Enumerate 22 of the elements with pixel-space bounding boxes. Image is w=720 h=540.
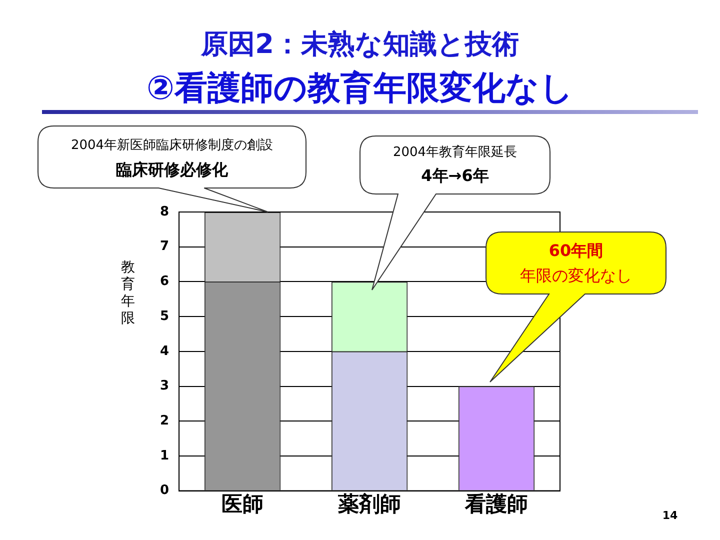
x-tick-label: 薬剤師 bbox=[337, 492, 402, 516]
annotation: 60年間 bbox=[548, 240, 604, 260]
text: 4年→6年 bbox=[421, 166, 489, 185]
y-tick-label: 7 bbox=[160, 239, 170, 254]
annotation: 年限の変化なし bbox=[520, 266, 632, 285]
x-tick-label: 医師 bbox=[222, 492, 264, 516]
y-tick-label: 3 bbox=[160, 378, 170, 394]
text: 臨床研修必修化 bbox=[116, 160, 228, 179]
y-tick-label: 8 bbox=[160, 204, 170, 220]
text: 2004年教育年限延長 bbox=[392, 144, 518, 160]
y-tick-label: 6 bbox=[160, 274, 170, 290]
y-tick-label: 2 bbox=[160, 413, 170, 428]
chart-subtitle: ②看護師の教育年限変化なし bbox=[146, 67, 574, 109]
x-tick-label: 看護師 bbox=[464, 492, 528, 516]
y-tick-label: 5 bbox=[160, 308, 170, 324]
y-tick-label: 0 bbox=[160, 483, 170, 498]
y-tick-label: 4 bbox=[160, 344, 170, 359]
text: 2004年新医師臨床研修制度の創設 bbox=[70, 138, 274, 153]
chart-title: 原因2：未熟な知識と技術 bbox=[200, 28, 520, 62]
text: 14 bbox=[662, 509, 678, 522]
y-axis-title: 教育年限 bbox=[121, 260, 135, 327]
y-tick-label: 1 bbox=[160, 448, 170, 464]
